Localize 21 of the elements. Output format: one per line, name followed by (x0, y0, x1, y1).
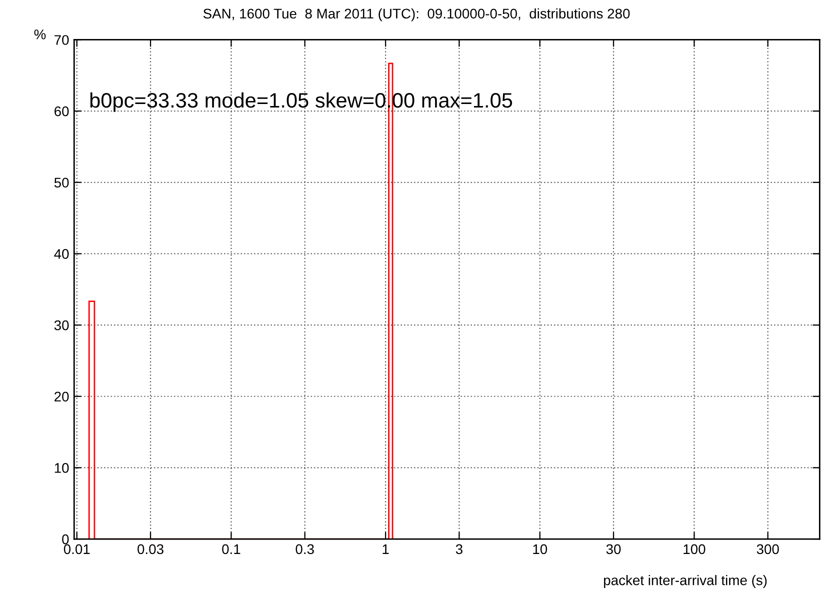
x-tick-label: 30 (606, 544, 621, 554)
y-tick-label: 50 (54, 178, 69, 188)
x-tick-label: 100 (684, 544, 706, 554)
chart-title: SAN, 1600 Tue 8 Mar 2011 (UTC): 09.10000-0-50, distributions 280 (203, 8, 630, 22)
x-tick-label: 0.01 (64, 544, 90, 554)
x-tick-label: 0.3 (296, 544, 314, 554)
x-tick-label: 0.1 (222, 544, 240, 554)
x-axis-title: packet inter-arrival time (s) (604, 575, 767, 588)
x-tick-label: 300 (756, 544, 779, 554)
y-tick-label: 30 (54, 320, 69, 330)
y-tick-label: 40 (54, 249, 69, 259)
x-tick-label: 3 (456, 544, 462, 554)
y-tick-label: 20 (54, 392, 69, 402)
y-tick-label: 60 (54, 106, 69, 116)
x-tick-label: 0.03 (138, 544, 164, 554)
x-tick-label: 1 (382, 544, 389, 554)
y-tick-label: 70 (54, 35, 69, 45)
y-tick-label: 10 (54, 463, 69, 473)
x-tick-label: 10 (533, 544, 548, 554)
y-axis-title: % (34, 30, 46, 40)
y-tick-label: 0 (62, 534, 69, 544)
